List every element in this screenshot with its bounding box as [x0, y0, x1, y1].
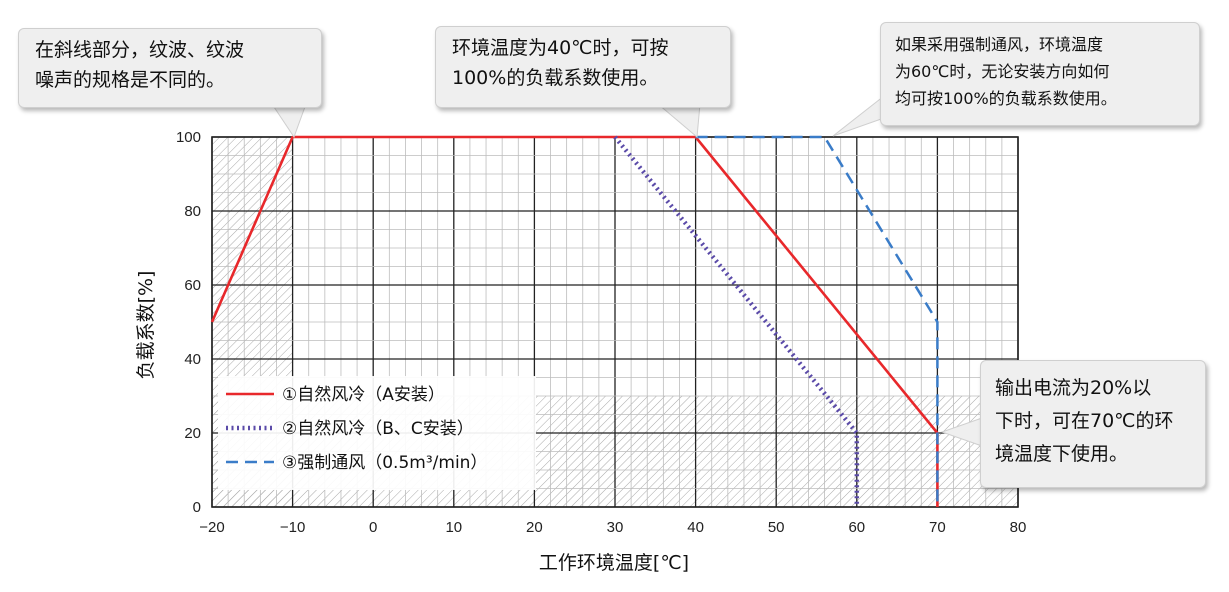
forced-air-note-callout: 如果采用强制通风，环境温度 为60℃时，无论安装方向如何 均可按100%的负载系…	[880, 22, 1200, 126]
x-tick-label: −10	[280, 519, 305, 536]
x-tick-label: 80	[1010, 519, 1027, 536]
legend-label-2: ②自然风冷（B、C安装）	[282, 419, 474, 439]
callout-pointer-3	[832, 94, 885, 137]
x-tick-label: 20	[526, 519, 543, 536]
series-line-2	[613, 135, 860, 507]
output20-note-line-3: 境温度下使用。	[995, 443, 1129, 465]
hatch-note-line-2: 噪声的规格是不同的。	[35, 69, 226, 91]
x-tick-label: 10	[445, 519, 462, 536]
legend-label-1: ①自然风冷（A安装）	[282, 385, 445, 405]
x-tick-label: 70	[929, 519, 946, 536]
y-tick-label: 40	[184, 351, 201, 368]
x-tick-label: 30	[607, 519, 624, 536]
y-tick-label: 0	[193, 499, 201, 516]
forced-air-note-line-2: 为60℃时，无论安装方向如何	[895, 62, 1110, 81]
y-tick-label: 20	[184, 425, 201, 442]
series-line-3	[695, 135, 939, 507]
output20-note-line-2: 下时，可在70℃的环	[995, 410, 1174, 432]
y-tick-label: 60	[184, 277, 201, 294]
ambient40-note-line-1: 环境温度为40℃时，可按	[452, 37, 669, 59]
forced-air-note-line-3: 均可按100%的负载系数使用。	[895, 89, 1117, 108]
x-tick-label: 60	[848, 519, 865, 536]
output20-note-callout: 输出电流为20%以 下时，可在70℃的环 境温度下使用。	[980, 360, 1206, 488]
callout-pointer-2	[656, 103, 701, 139]
hatch-note-callout: 在斜线部分，纹波、纹波 噪声的规格是不同的。	[18, 28, 322, 108]
ambient40-note-callout: 环境温度为40℃时，可按 100%的负载系数使用。	[435, 26, 731, 108]
output20-note-line-1: 输出电流为20%以	[995, 377, 1152, 399]
x-tick-label: 40	[687, 519, 704, 536]
y-tick-label: 100	[176, 129, 201, 146]
hatch-note-line-1: 在斜线部分，纹波、纹波	[35, 39, 245, 61]
ambient40-note-line-2: 100%的负载系数使用。	[452, 67, 659, 89]
x-axis-title: 工作环境温度[℃]	[539, 552, 689, 574]
legend-label-3: ③强制通风（0.5m³/min）	[282, 453, 487, 473]
callout-pointer-1	[271, 103, 307, 139]
y-axis-title: 负载系数[%]	[135, 271, 157, 380]
forced-air-note-line-1: 如果采用强制通风，环境温度	[895, 35, 1104, 54]
y-tick-label: 80	[184, 203, 201, 220]
x-tick-label: −20	[199, 519, 224, 536]
x-tick-label: 50	[768, 519, 785, 536]
x-tick-label: 0	[369, 519, 377, 536]
